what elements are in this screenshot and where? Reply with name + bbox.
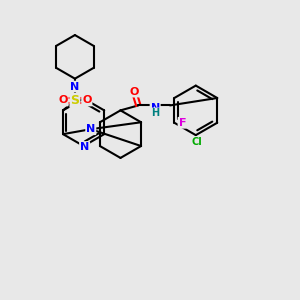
Text: O: O xyxy=(130,86,139,97)
Text: O: O xyxy=(82,95,92,106)
Text: N: N xyxy=(86,124,95,134)
Text: N: N xyxy=(70,82,80,92)
Text: O: O xyxy=(58,95,68,106)
Text: S: S xyxy=(70,94,80,107)
Text: F: F xyxy=(178,118,186,128)
Text: H: H xyxy=(151,108,159,118)
Text: N: N xyxy=(151,103,160,113)
Text: N: N xyxy=(80,142,89,152)
Text: Cl: Cl xyxy=(191,137,202,147)
